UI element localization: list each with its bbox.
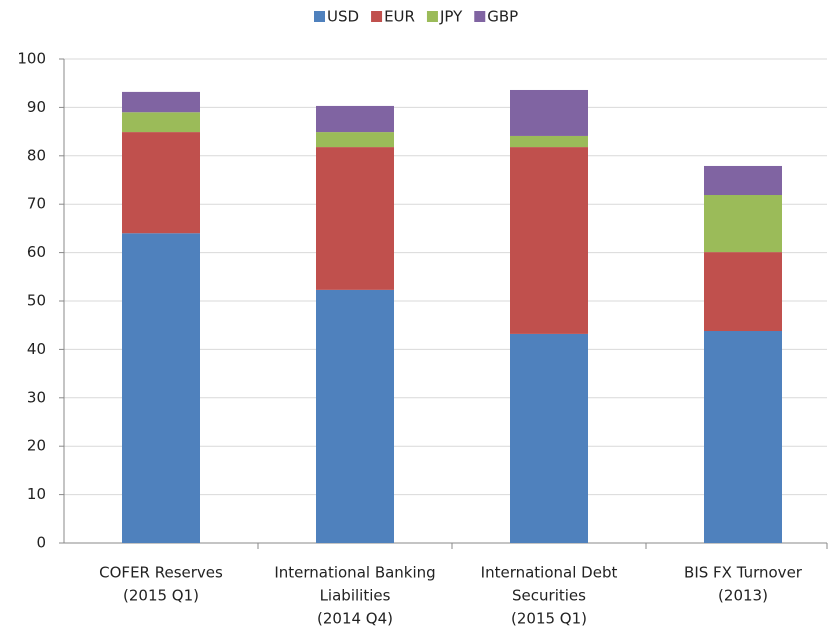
bar-segment xyxy=(316,147,394,290)
y-tick-label: 90 xyxy=(27,98,46,116)
legend-swatch xyxy=(474,11,486,22)
y-tick-label: 0 xyxy=(36,534,46,552)
x-tick-label: (2015 Q1) xyxy=(123,587,199,605)
y-tick-label: 70 xyxy=(27,195,46,213)
bar-segment xyxy=(704,331,782,543)
bar-segment xyxy=(510,147,588,334)
x-tick-label: International Debt xyxy=(481,564,618,582)
y-tick-label: 10 xyxy=(27,485,46,503)
legend-swatch xyxy=(426,11,438,22)
bar-segment xyxy=(510,89,588,136)
x-tick-label: (2014 Q4) xyxy=(317,610,393,628)
bar-segment xyxy=(316,105,394,133)
y-tick-label: 60 xyxy=(27,243,46,261)
legend-label: GBP xyxy=(487,8,518,26)
x-tick-label: (2015 Q1) xyxy=(511,610,587,628)
bar-segment xyxy=(122,91,200,113)
y-tick-label: 50 xyxy=(27,292,46,310)
bar-segment xyxy=(316,289,394,543)
x-tick-label: COFER Reserves xyxy=(99,564,223,582)
x-tick-label: Securities xyxy=(512,587,586,605)
x-tick-label: Liabilities xyxy=(320,587,391,605)
x-tick-label: BIS FX Turnover xyxy=(684,564,803,582)
bar-segment xyxy=(316,132,394,148)
y-tick-label: 20 xyxy=(27,437,46,455)
bar-segment xyxy=(122,132,200,234)
bar-segment xyxy=(704,195,782,253)
bar-segment xyxy=(122,112,200,133)
bar-segment xyxy=(122,233,200,544)
legend-label: EUR xyxy=(384,8,415,26)
legend-label: JPY xyxy=(439,8,463,26)
legend-label: USD xyxy=(327,8,359,26)
legend-swatch xyxy=(371,11,383,22)
bar-segment xyxy=(704,252,782,332)
bar-segment xyxy=(510,135,588,148)
y-tick-label: 30 xyxy=(27,388,46,406)
x-tick-label: International Banking xyxy=(274,564,435,582)
y-tick-label: 100 xyxy=(17,50,46,68)
x-tick-label: (2013) xyxy=(718,587,768,605)
y-tick-label: 80 xyxy=(27,146,46,164)
bar-segment xyxy=(510,333,588,543)
bar-segment xyxy=(704,165,782,196)
y-tick-label: 40 xyxy=(27,340,46,358)
legend-swatch xyxy=(314,11,325,22)
